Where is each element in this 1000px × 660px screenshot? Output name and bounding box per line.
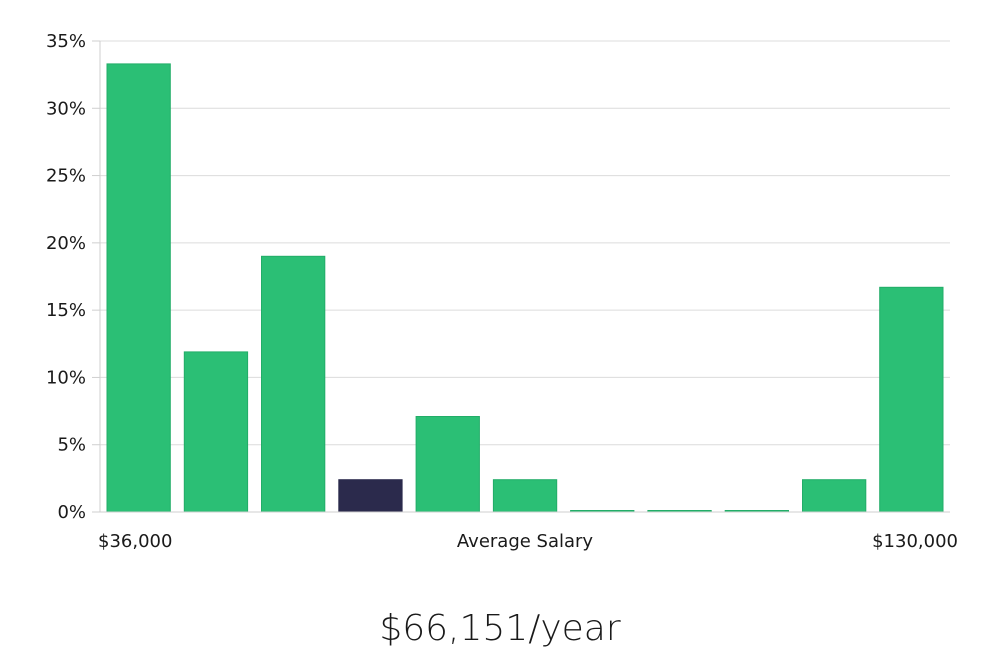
histogram-bar [492,479,558,513]
y-tick-label: 0% [57,502,86,523]
x-axis-title: Average Salary [457,531,594,552]
x-min-label: $36,000 [98,531,172,552]
x-max-label: $130,000 [872,531,958,552]
histogram-plot: 0% 5% 10% 15% 20% 25% 30% 35% $36,000 Average S… [46,31,958,552]
y-tick-label: 35% [46,31,86,52]
histogram-bar [261,255,326,513]
y-tick-label: 5% [57,435,86,456]
y-tick-label: 25% [46,166,86,187]
histogram-bar [183,351,249,513]
y-tick-label: 15% [46,300,86,321]
histogram-bar [802,479,867,513]
histogram-bar [106,63,171,513]
histogram-bar-highlighted [338,479,403,513]
histogram-bar [415,416,480,513]
histogram-bar [879,286,944,513]
average-salary-value: $66,151/year [379,608,621,649]
y-tick-label: 30% [46,98,86,119]
y-tick-label: 20% [46,233,86,254]
y-tick-label: 10% [46,367,86,388]
